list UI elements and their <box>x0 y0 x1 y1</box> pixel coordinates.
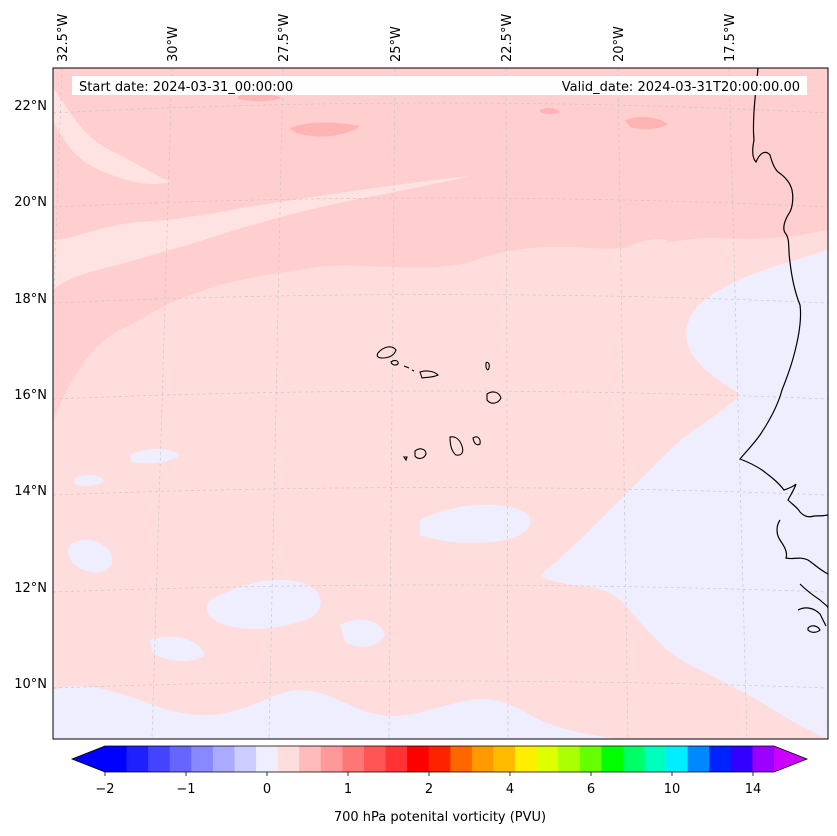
pv-field-pink-north <box>53 68 828 420</box>
colorbar-cell <box>299 746 322 772</box>
pv-field-light-streak <box>53 88 170 185</box>
coastline-africa <box>739 68 828 633</box>
colorbar-cell <box>687 746 710 772</box>
lat-label: 22°N <box>14 99 47 114</box>
lat-label: 10°N <box>14 677 47 692</box>
lon-label: 32.5°W <box>56 14 71 62</box>
pv-field-rose-blob <box>290 122 360 137</box>
date-box <box>72 76 807 95</box>
colorbar-cell <box>752 746 775 772</box>
colorbar-cell <box>277 746 300 772</box>
lat-label: 18°N <box>14 292 47 307</box>
colorbar-tick-label: 14 <box>745 782 762 797</box>
pv-field-lavender-patch <box>150 636 205 662</box>
lat-label: 20°N <box>14 195 47 210</box>
pv-field-rose-blob <box>238 93 282 102</box>
colorbar-cell <box>601 746 624 772</box>
lon-label: 25°W <box>389 26 404 62</box>
lon-label: 20°W <box>612 26 627 62</box>
pv-field-rose-blob <box>540 107 560 115</box>
lon-label: 22.5°W <box>500 14 515 62</box>
colorbar-cell <box>622 746 646 772</box>
colorbar-extend-low <box>72 746 105 772</box>
pv-field-lavender-patch <box>420 504 531 543</box>
colorbar-extend-high <box>774 746 807 772</box>
colorbar-tick-label: −2 <box>95 782 114 797</box>
pv-field-lavender-patch <box>130 448 180 464</box>
colorbar-cell <box>126 746 149 772</box>
colorbar-cell <box>212 746 235 772</box>
colorbar-cell <box>536 746 559 772</box>
lon-label: 30°W <box>166 26 181 62</box>
graticule <box>53 68 828 739</box>
map-panel <box>53 68 828 739</box>
colorbar-cell <box>515 746 538 772</box>
colorbar-cell <box>191 746 214 772</box>
map-frame <box>52 67 829 740</box>
colorbar-cell <box>579 746 602 772</box>
colorbar-cell <box>320 746 343 772</box>
colorbar-tick-label: 6 <box>587 782 595 797</box>
colorbar-cell <box>558 746 581 772</box>
lat-label: 16°N <box>14 388 47 403</box>
lat-label: 12°N <box>14 581 47 596</box>
pv-field-lavender-patch <box>340 619 385 647</box>
start-date-text: Start date: 2024-03-31_00:00:00 <box>79 80 293 95</box>
colorbar-cell <box>363 746 387 772</box>
colorbar-tick-label: 10 <box>664 782 681 797</box>
colorbar-tick-label: 2 <box>425 782 433 797</box>
colorbar-tick-label: 4 <box>506 782 514 797</box>
colorbar-cell <box>234 746 257 772</box>
cape-verde-islands <box>376 346 502 462</box>
colorbar-tick-label: 1 <box>344 782 352 797</box>
colorbar-cell <box>644 746 667 772</box>
colorbar-cell <box>407 746 430 772</box>
colorbar-cell <box>385 746 408 772</box>
pv-field-lavender-patch <box>206 579 321 630</box>
colorbar-cell <box>666 746 689 772</box>
valid-date-text: Valid_date: 2024-03-31T20:00:00.00 <box>562 80 800 95</box>
colorbar-title: 700 hPa potenital vorticity (PVU) <box>334 810 546 825</box>
colorbar-cell <box>450 746 473 772</box>
colorbar-ticks <box>104 772 754 776</box>
colorbar: −2 −1 0 1 2 4 6 10 14 700 hPa potenital … <box>70 745 809 825</box>
colorbar-tick-label: −1 <box>176 782 195 797</box>
colorbar-cell <box>471 746 494 772</box>
pv-field-lavender-south <box>53 685 620 739</box>
pv-field-lavender-patch <box>68 539 113 573</box>
pv-field-light-patch <box>610 238 668 260</box>
pv-field-rose-blob <box>625 117 668 129</box>
colorbar-cell <box>148 746 171 772</box>
colorbar-cell <box>342 746 365 772</box>
pv-field-lavender-patch <box>75 475 104 486</box>
pv-field-lavender-east <box>540 250 828 739</box>
colorbar-cell <box>730 746 753 772</box>
colorbar-cell <box>709 746 732 772</box>
colorbar-tick-label: 0 <box>263 782 271 797</box>
latitude-labels: 22°N 20°N 18°N 16°N 14°N 12°N 10°N <box>14 99 47 692</box>
lon-label: 17.5°W <box>723 14 738 62</box>
colorbar-cell <box>105 746 128 772</box>
lon-label: 27.5°W <box>277 14 292 62</box>
colorbar-cell <box>169 746 192 772</box>
colorbar-cell <box>493 746 516 772</box>
pv-field-light-streak <box>53 176 470 290</box>
lat-label: 14°N <box>14 484 47 499</box>
colorbar-cells <box>105 746 775 772</box>
colorbar-cell <box>256 746 279 772</box>
colorbar-cell <box>428 746 451 772</box>
longitude-labels: 32.5°W 30°W 27.5°W 25°W 22.5°W 20°W 17.5… <box>56 14 738 62</box>
